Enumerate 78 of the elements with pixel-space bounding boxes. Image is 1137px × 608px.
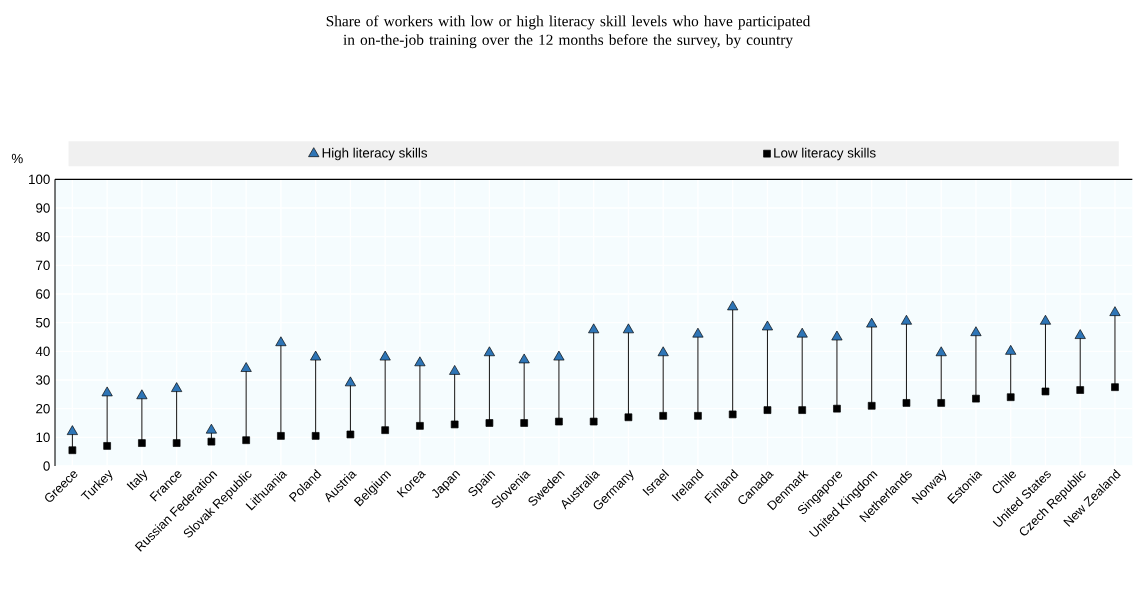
point (831, 330, 843, 341)
point (553, 350, 565, 361)
y-tick-label: 20 (36, 403, 50, 414)
point (728, 410, 737, 419)
point (207, 437, 216, 446)
point (449, 365, 461, 375)
point (483, 346, 495, 357)
point (935, 346, 947, 357)
point (172, 439, 181, 447)
point (414, 356, 426, 367)
point (622, 323, 634, 334)
point (136, 389, 148, 400)
y-tick-label: 50 (36, 317, 50, 328)
point (657, 346, 669, 357)
point (798, 406, 806, 414)
point (450, 420, 459, 429)
point (796, 327, 808, 338)
point (1109, 306, 1121, 316)
point (310, 350, 322, 361)
point (902, 399, 911, 407)
point (520, 419, 528, 427)
point (555, 417, 563, 426)
point (277, 432, 285, 440)
y-tick-label: 100 (29, 174, 50, 185)
chart-title: Share of workers with low or high literacy skill levels who have participated in on-the-job training over the 12 months before the survey, by country (326, 15, 811, 49)
point (1041, 387, 1050, 396)
point (344, 376, 356, 387)
y-axis-title: % (11, 153, 23, 164)
y-tick-label: 70 (36, 260, 50, 271)
point (1074, 329, 1086, 339)
point (588, 323, 600, 334)
point (763, 406, 772, 414)
point (1076, 386, 1085, 394)
point (972, 394, 980, 403)
point (1005, 344, 1017, 355)
point (867, 401, 876, 410)
point (1111, 383, 1119, 391)
point (205, 423, 217, 434)
point (727, 300, 739, 311)
point (66, 425, 78, 435)
point (518, 353, 530, 364)
point (694, 412, 702, 420)
point (761, 320, 773, 331)
point (101, 386, 113, 397)
point (138, 439, 146, 447)
point (970, 326, 982, 337)
point (171, 382, 183, 392)
point (833, 404, 841, 413)
point (381, 426, 389, 434)
point (103, 442, 111, 450)
point (900, 314, 912, 325)
y-tick-label: 60 (36, 289, 50, 299)
y-tick-label: 90 (36, 203, 50, 213)
legend-label: Low literacy skills (774, 147, 876, 161)
x-tick-label: Italy (126, 470, 148, 491)
point (68, 446, 77, 455)
y-tick-label: 0 (43, 461, 50, 471)
point (346, 430, 355, 439)
point (379, 350, 391, 361)
point (1039, 314, 1051, 325)
point (692, 327, 704, 338)
point (589, 417, 598, 426)
legend-label: High literacy skills (322, 147, 428, 161)
point (242, 436, 250, 444)
point (416, 422, 424, 430)
point (240, 362, 252, 372)
y-tick-label: 10 (36, 432, 50, 443)
point (485, 419, 494, 427)
point (275, 336, 287, 347)
point (866, 317, 878, 328)
y-tick-label: 40 (35, 346, 50, 357)
point (624, 413, 633, 422)
point (311, 432, 320, 440)
point (659, 412, 667, 420)
point (937, 399, 946, 407)
y-tick-label: 80 (36, 231, 50, 242)
point (1006, 393, 1015, 402)
y-tick-label: 30 (35, 375, 50, 385)
